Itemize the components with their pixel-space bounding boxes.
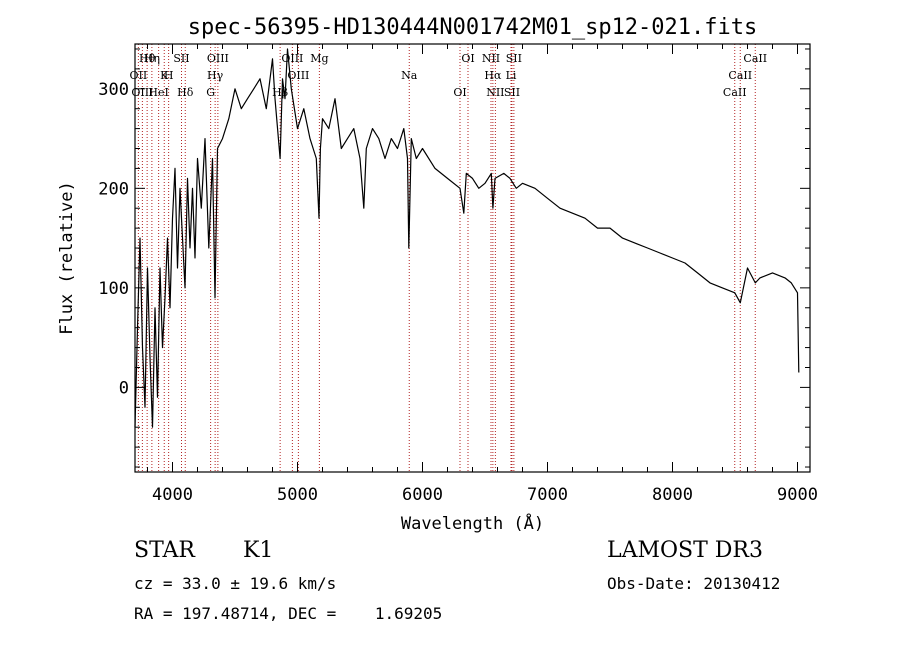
line-label: Hδ <box>177 86 194 99</box>
flux-series-line <box>134 48 800 428</box>
line-label: G <box>206 86 215 99</box>
line-label: NII <box>486 86 504 99</box>
line-label: SII <box>173 52 189 65</box>
y-tick-label: 0 <box>119 378 129 398</box>
line-label: OI <box>461 52 474 65</box>
line-label: Na <box>401 69 418 82</box>
y-tick-label: 300 <box>98 80 129 100</box>
line-label: OIII <box>281 52 303 65</box>
subclass-label: K1 <box>243 538 274 563</box>
line-label: NII <box>482 52 500 65</box>
x-tick-label: 6000 <box>402 485 443 505</box>
y-tick-label: 200 <box>98 179 129 199</box>
line-label: Hη <box>144 52 160 65</box>
x-tick-label: 5000 <box>277 485 318 505</box>
line-label: OI <box>453 86 466 99</box>
line-label: Li <box>506 69 517 82</box>
line-label: HeI <box>148 86 168 99</box>
line-label: OIII <box>287 69 309 82</box>
x-tick-label: 7000 <box>527 485 568 505</box>
line-label: OII <box>130 69 148 82</box>
line-label: CaII <box>723 86 747 99</box>
line-label: K <box>160 69 169 82</box>
x-tick-label: 9000 <box>777 485 818 505</box>
line-label: Hθ <box>139 52 156 65</box>
line-label: SII <box>506 52 522 65</box>
line-label: OIII <box>207 52 229 65</box>
plot-frame <box>134 43 811 473</box>
line-label: SII <box>504 86 520 99</box>
obs-date-label: Obs-Date: 20130412 <box>607 574 781 593</box>
line-label: Hβ <box>272 86 288 99</box>
class-label: STAR <box>134 538 195 563</box>
line-label: Mg <box>310 52 328 65</box>
line-label: Hγ <box>207 69 224 82</box>
chart-title: spec-56395-HD130444N001742M01_sp12-021.f… <box>188 15 758 40</box>
x-tick-label: 8000 <box>652 485 693 505</box>
line-label: H <box>164 69 174 82</box>
redshift-label: cz = 33.0 ± 19.6 km/s <box>134 574 337 593</box>
line-label: CaII <box>728 69 752 82</box>
x-tick-label: 4000 <box>152 485 193 505</box>
x-axis-label: Wavelength (Å) <box>401 512 544 534</box>
coords-label: RA = 197.48714, DEC = 1.69205 <box>134 604 443 623</box>
y-axis-label: Flux (relative) <box>57 181 77 335</box>
survey-label: LAMOST DR3 <box>607 538 763 563</box>
line-label: Hα <box>484 69 502 82</box>
line-label: CaII <box>743 52 767 65</box>
y-tick-label: 100 <box>98 279 129 299</box>
